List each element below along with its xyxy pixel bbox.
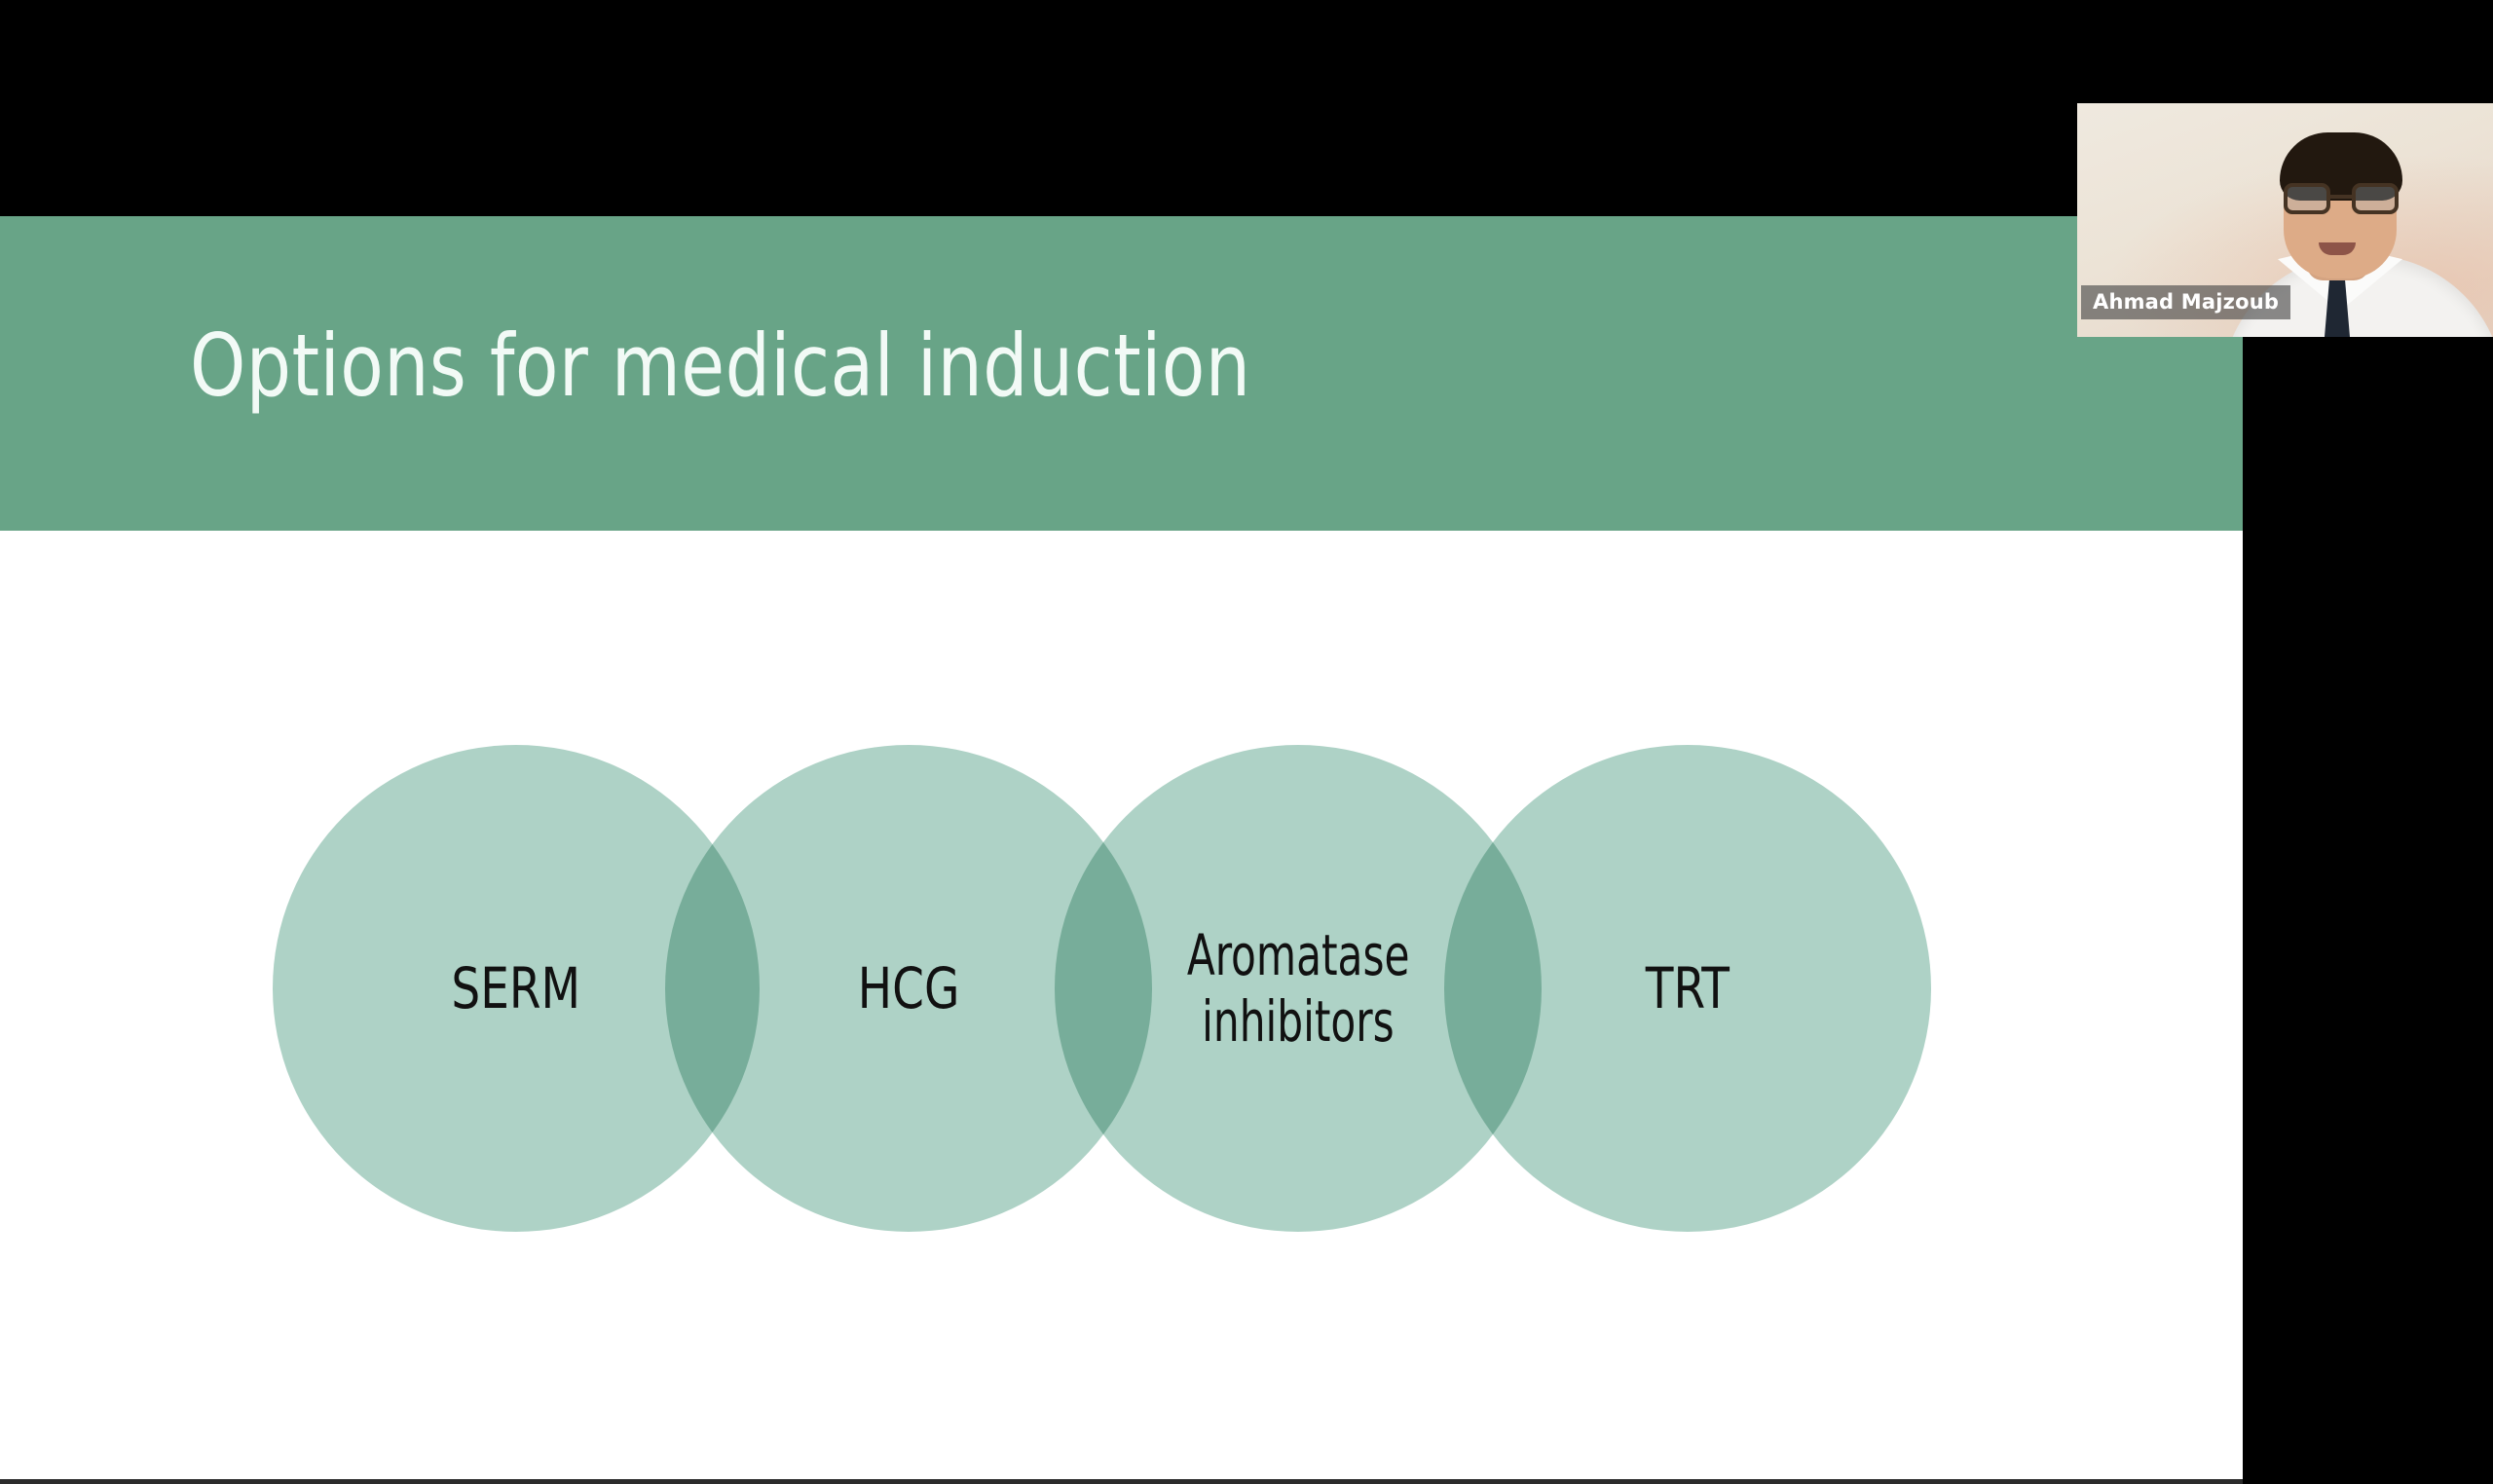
participant-hair: [2280, 132, 2402, 201]
slide-title-band: Options for medical induction: [0, 216, 2243, 531]
participant-name-badge: Ahmad Majzoub: [2081, 285, 2291, 319]
eyeglasses-bridge: [2330, 195, 2352, 199]
participant-mouth: [2319, 242, 2356, 255]
venn-diagram: SERM HCG Aromatase inhibitors TRT: [0, 531, 2243, 1479]
venn-circle-trt: [1444, 745, 1931, 1232]
slide-bottom-rule: [0, 1479, 2243, 1484]
webcam-video-tile[interactable]: Ahmad Majzoub: [2077, 103, 2493, 337]
slide-surface: Options for medical induction SERM HCG A…: [0, 216, 2243, 1479]
eyeglasses-icon: [2284, 183, 2399, 214]
eyeglasses-lens-right: [2352, 183, 2399, 214]
slide-title: Options for medical induction: [190, 315, 1251, 416]
eyeglasses-lens-left: [2284, 183, 2330, 214]
